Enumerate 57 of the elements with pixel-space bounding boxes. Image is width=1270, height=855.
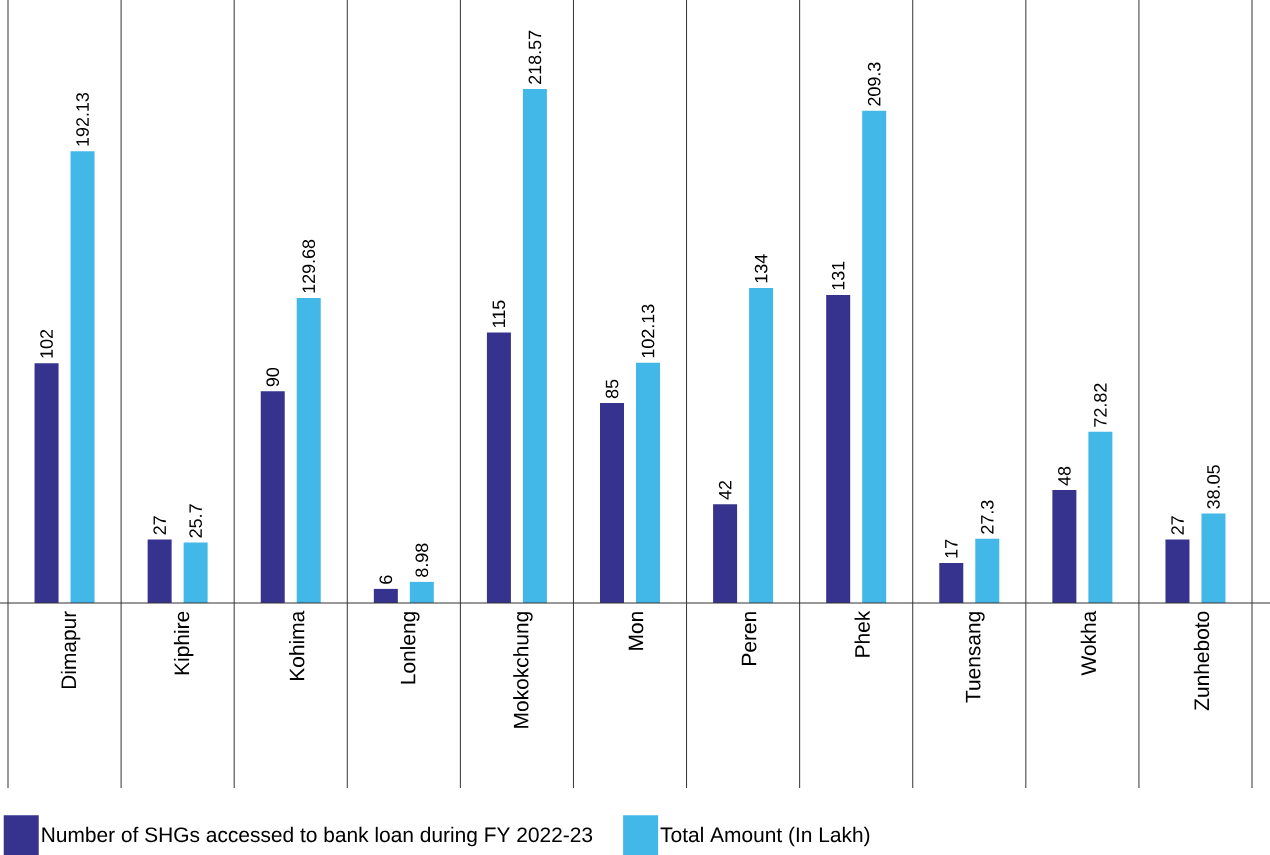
- bar: [1088, 431, 1113, 603]
- data-label: 38.05: [1207, 465, 1220, 509]
- data-label: 48: [1058, 466, 1071, 486]
- bar: [373, 588, 398, 603]
- x-tick-label: Mokokchung: [513, 612, 533, 728]
- bar: [826, 294, 851, 603]
- x-tick-label: Wokha: [1080, 610, 1097, 676]
- bar: [522, 88, 547, 603]
- bar: [260, 391, 285, 603]
- data-label: 42: [718, 480, 732, 500]
- data-label: 8.98: [415, 543, 429, 577]
- data-label: 131: [831, 261, 845, 290]
- legend-label: Number of SHGs accessed to bank loan during FY 2022-23: [42, 826, 593, 847]
- bar: [147, 539, 172, 603]
- data-label: 102.13: [641, 304, 655, 358]
- bar: [183, 542, 208, 603]
- data-label: 90: [266, 367, 280, 387]
- data-label: 17: [945, 539, 958, 558]
- x-tick-label: Kiphire: [173, 611, 194, 675]
- bar: [1201, 513, 1226, 603]
- data-label: 218.57: [528, 30, 542, 84]
- bar: [939, 563, 964, 603]
- data-label: 27: [1171, 516, 1184, 535]
- data-label: 72.82: [1094, 383, 1107, 427]
- data-label: 129.68: [302, 239, 316, 293]
- x-tick-label: Tuensang: [965, 612, 985, 703]
- bar: [636, 362, 661, 603]
- bar: [749, 287, 774, 603]
- x-tick-label: Kohima: [289, 610, 305, 680]
- x-tick-label: Lonleng: [400, 612, 420, 684]
- data-label: 85: [605, 379, 619, 399]
- x-tick-label: Dimapur: [60, 611, 81, 689]
- x-tick-label: Peren: [741, 612, 757, 665]
- bar: [296, 298, 321, 603]
- data-label: 6: [379, 575, 393, 584]
- data-label: 27: [153, 516, 166, 535]
- data-label: 27.3: [980, 500, 994, 534]
- bar: [713, 504, 738, 603]
- bar: [600, 403, 625, 603]
- bar: [1165, 539, 1190, 603]
- bar: [486, 332, 511, 603]
- bar: [70, 151, 95, 603]
- x-tick-label: Mon: [628, 612, 644, 650]
- bar: [975, 538, 1000, 603]
- bar: [862, 110, 887, 603]
- x-tick-label: Phek: [854, 610, 870, 657]
- data-label: 25.7: [189, 504, 202, 538]
- bar: [409, 581, 434, 603]
- legend-label: Total Amount (In Lakh): [660, 826, 870, 847]
- x-tick-label: Zunheboto: [1193, 611, 1210, 711]
- data-label: 102: [40, 329, 53, 358]
- data-label: 115: [492, 300, 506, 327]
- data-label: 209.3: [867, 62, 881, 106]
- bar: [34, 363, 59, 603]
- bar: [1052, 490, 1077, 603]
- data-label: 192.13: [76, 92, 89, 146]
- data-label: 134: [754, 254, 768, 283]
